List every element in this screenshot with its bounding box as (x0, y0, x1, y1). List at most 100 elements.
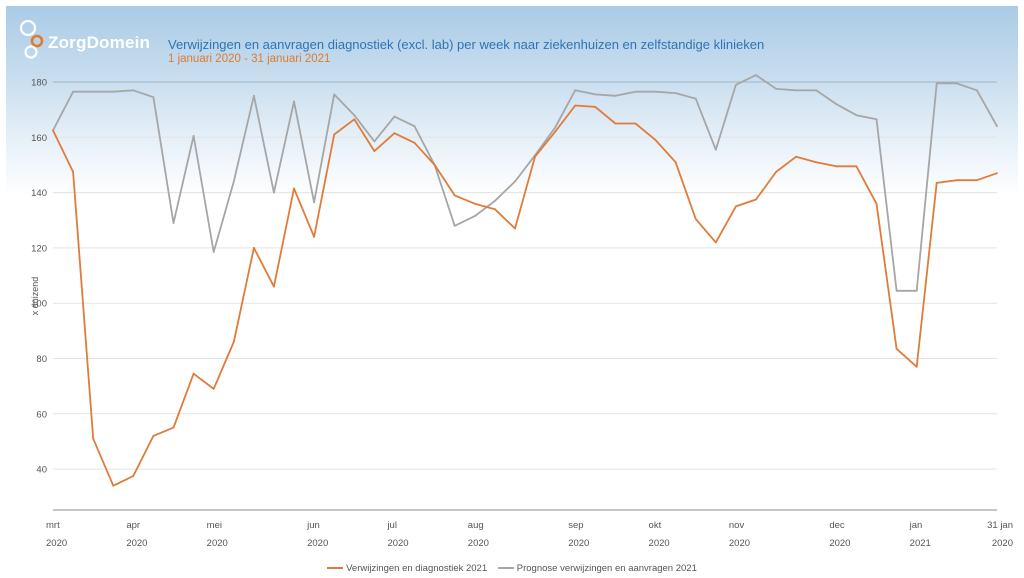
data-point (534, 155, 536, 158)
data-point (473, 202, 476, 205)
data-point (72, 90, 74, 93)
series-line-prognose (52, 74, 998, 292)
data-point (293, 187, 295, 190)
y-tick-label: 120 (31, 243, 47, 254)
series-lines (52, 74, 998, 487)
legend-swatch-gray (497, 567, 514, 569)
data-point (313, 235, 316, 238)
x-tick-month: jun (306, 520, 320, 531)
x-tick-month: 31 jan (987, 520, 1013, 531)
data-point (694, 97, 697, 100)
x-tick-month: dec (829, 520, 845, 531)
x-tick-month: apr (126, 520, 140, 531)
data-point (755, 198, 757, 201)
chart-subtitle: 1 januari 2020 - 31 januari 2021 (168, 53, 331, 65)
data-point (714, 241, 717, 244)
data-point (594, 93, 597, 96)
x-tick-year: 2020 (468, 538, 489, 549)
y-tick-label: 60 (36, 409, 47, 420)
data-point (92, 90, 95, 93)
data-point (493, 199, 496, 202)
data-point (915, 365, 918, 368)
data-point (112, 90, 115, 93)
x-tick-year: 2021 (910, 538, 931, 549)
data-point (895, 289, 898, 292)
legend-swatch-orange (327, 567, 344, 569)
data-point (895, 347, 898, 350)
data-point (654, 90, 657, 93)
data-point (594, 105, 597, 108)
x-tick-year: 2020 (387, 538, 408, 549)
data-point (835, 103, 838, 106)
data-point (514, 227, 516, 230)
y-tick-label: 40 (36, 465, 47, 476)
data-point (694, 217, 697, 220)
x-tick-year: 2020 (829, 538, 850, 549)
data-point (333, 93, 336, 96)
legend-label: Verwijzingen en diagnostiek 2021 (346, 562, 488, 574)
y-axis-ticks: 40 60 80 100 120 140 160 180 (31, 78, 47, 476)
data-point (333, 133, 336, 136)
data-point (815, 89, 818, 92)
legend-item-prognose[interactable]: Prognose verwijzingen en aanvragen 2021 (497, 562, 697, 574)
data-point (935, 182, 938, 184)
data-point (554, 130, 557, 133)
data-point (634, 122, 637, 125)
y-tick-label: 180 (31, 78, 47, 89)
data-point (755, 74, 757, 76)
data-point (815, 161, 818, 164)
x-tick-month: mei (207, 520, 222, 531)
data-point (674, 92, 677, 94)
legend-item-verwijzingen[interactable]: Verwijzingen en diagnostiek 2021 (327, 563, 487, 574)
data-point (775, 170, 777, 173)
data-point (453, 194, 456, 197)
data-point (514, 180, 516, 183)
data-point (935, 82, 938, 85)
x-tick-month: aug (468, 520, 484, 531)
x-tick-year: 2020 (207, 538, 228, 549)
data-point (915, 289, 918, 292)
data-point (252, 247, 255, 249)
data-point (714, 148, 717, 151)
x-tick-month: jul (386, 520, 397, 531)
data-point (955, 82, 958, 85)
data-point (574, 89, 577, 92)
data-point (92, 437, 95, 440)
y-axis-label: x duizend (30, 277, 40, 316)
data-point (734, 83, 737, 86)
data-point (172, 222, 175, 224)
x-axis-ticks: mrt 2020 apr 2020 mei 2020 jun 2020 jul 2020 aug 20… (46, 520, 1013, 549)
data-point (252, 94, 255, 97)
data-point (996, 172, 998, 175)
x-tick-month: jan (909, 520, 923, 531)
data-point (976, 179, 978, 182)
x-tick-year: 2020 (649, 538, 670, 549)
header-background (6, 6, 1018, 196)
data-point (313, 201, 316, 204)
chart-title: Verwijzingen en aanvragen diagnostiek (e… (168, 37, 765, 52)
data-point (453, 224, 456, 227)
x-tick-year: 2020 (126, 538, 147, 549)
data-point (192, 372, 195, 375)
x-tick-month: mrt (46, 520, 60, 531)
data-point (413, 125, 416, 128)
data-point (373, 140, 376, 143)
data-point (112, 484, 115, 487)
data-point (835, 165, 838, 168)
data-point (273, 285, 275, 288)
data-point (212, 388, 215, 390)
y-tick-label: 80 (36, 354, 47, 365)
data-point (996, 125, 998, 128)
zorgdomein-logo-icon (19, 20, 44, 59)
data-point (976, 89, 978, 92)
data-point (273, 191, 275, 194)
data-point (473, 215, 476, 218)
legend: Verwijzingen en diagnostiek 2021 Prognos… (0, 561, 1024, 574)
x-tick-year: 2020 (307, 538, 328, 549)
data-point (795, 155, 798, 158)
x-tick-year: 2020 (729, 538, 750, 549)
data-point (72, 170, 74, 173)
data-point (132, 89, 135, 92)
legend-label: Prognose verwijzingen en aanvragen 2021 (516, 562, 697, 574)
data-point (353, 114, 356, 117)
